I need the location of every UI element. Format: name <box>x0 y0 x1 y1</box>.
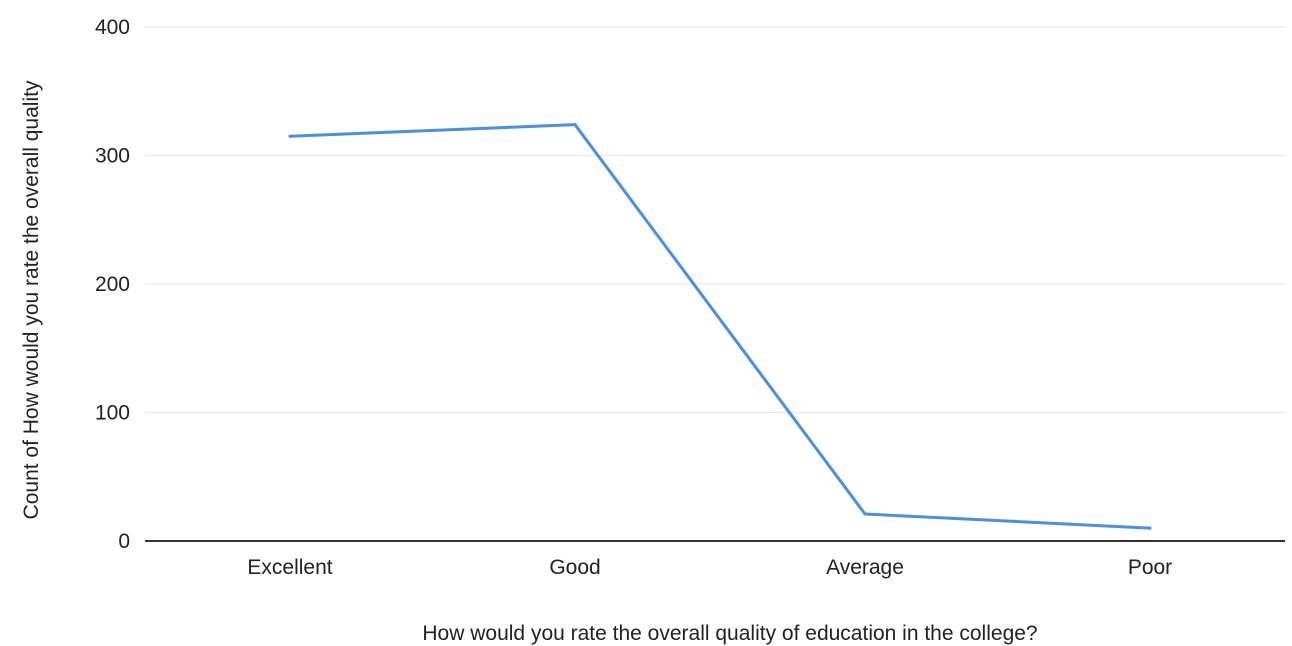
gridlines <box>145 26 1285 413</box>
data-point-good <box>573 123 577 127</box>
y-tick-label: 100 <box>95 402 130 425</box>
data-point-poor <box>1148 526 1152 530</box>
y-tick-label: 0 <box>118 530 130 553</box>
data-point-excellent <box>288 134 292 138</box>
series-line-0 <box>288 123 1152 530</box>
y-axis-title: Count of How would you rate the overall … <box>20 80 43 519</box>
x-tick-label-average: Average <box>826 556 904 579</box>
x-tick-label-good: Good <box>549 556 600 579</box>
x-tick-label-excellent: Excellent <box>247 556 332 579</box>
y-tick-label: 200 <box>95 273 130 296</box>
data-point-average <box>863 512 867 516</box>
series-group <box>288 123 1152 530</box>
x-axis-tick-labels: Excellent Good Average Poor <box>247 556 1172 579</box>
y-axis-tick-labels: 0 100 200 300 400 <box>95 16 130 553</box>
y-tick-label: 400 <box>95 16 130 39</box>
x-tick-label-poor: Poor <box>1128 556 1172 579</box>
x-axis-title: How would you rate the overall quality o… <box>422 622 1037 645</box>
y-tick-label: 300 <box>95 145 130 168</box>
